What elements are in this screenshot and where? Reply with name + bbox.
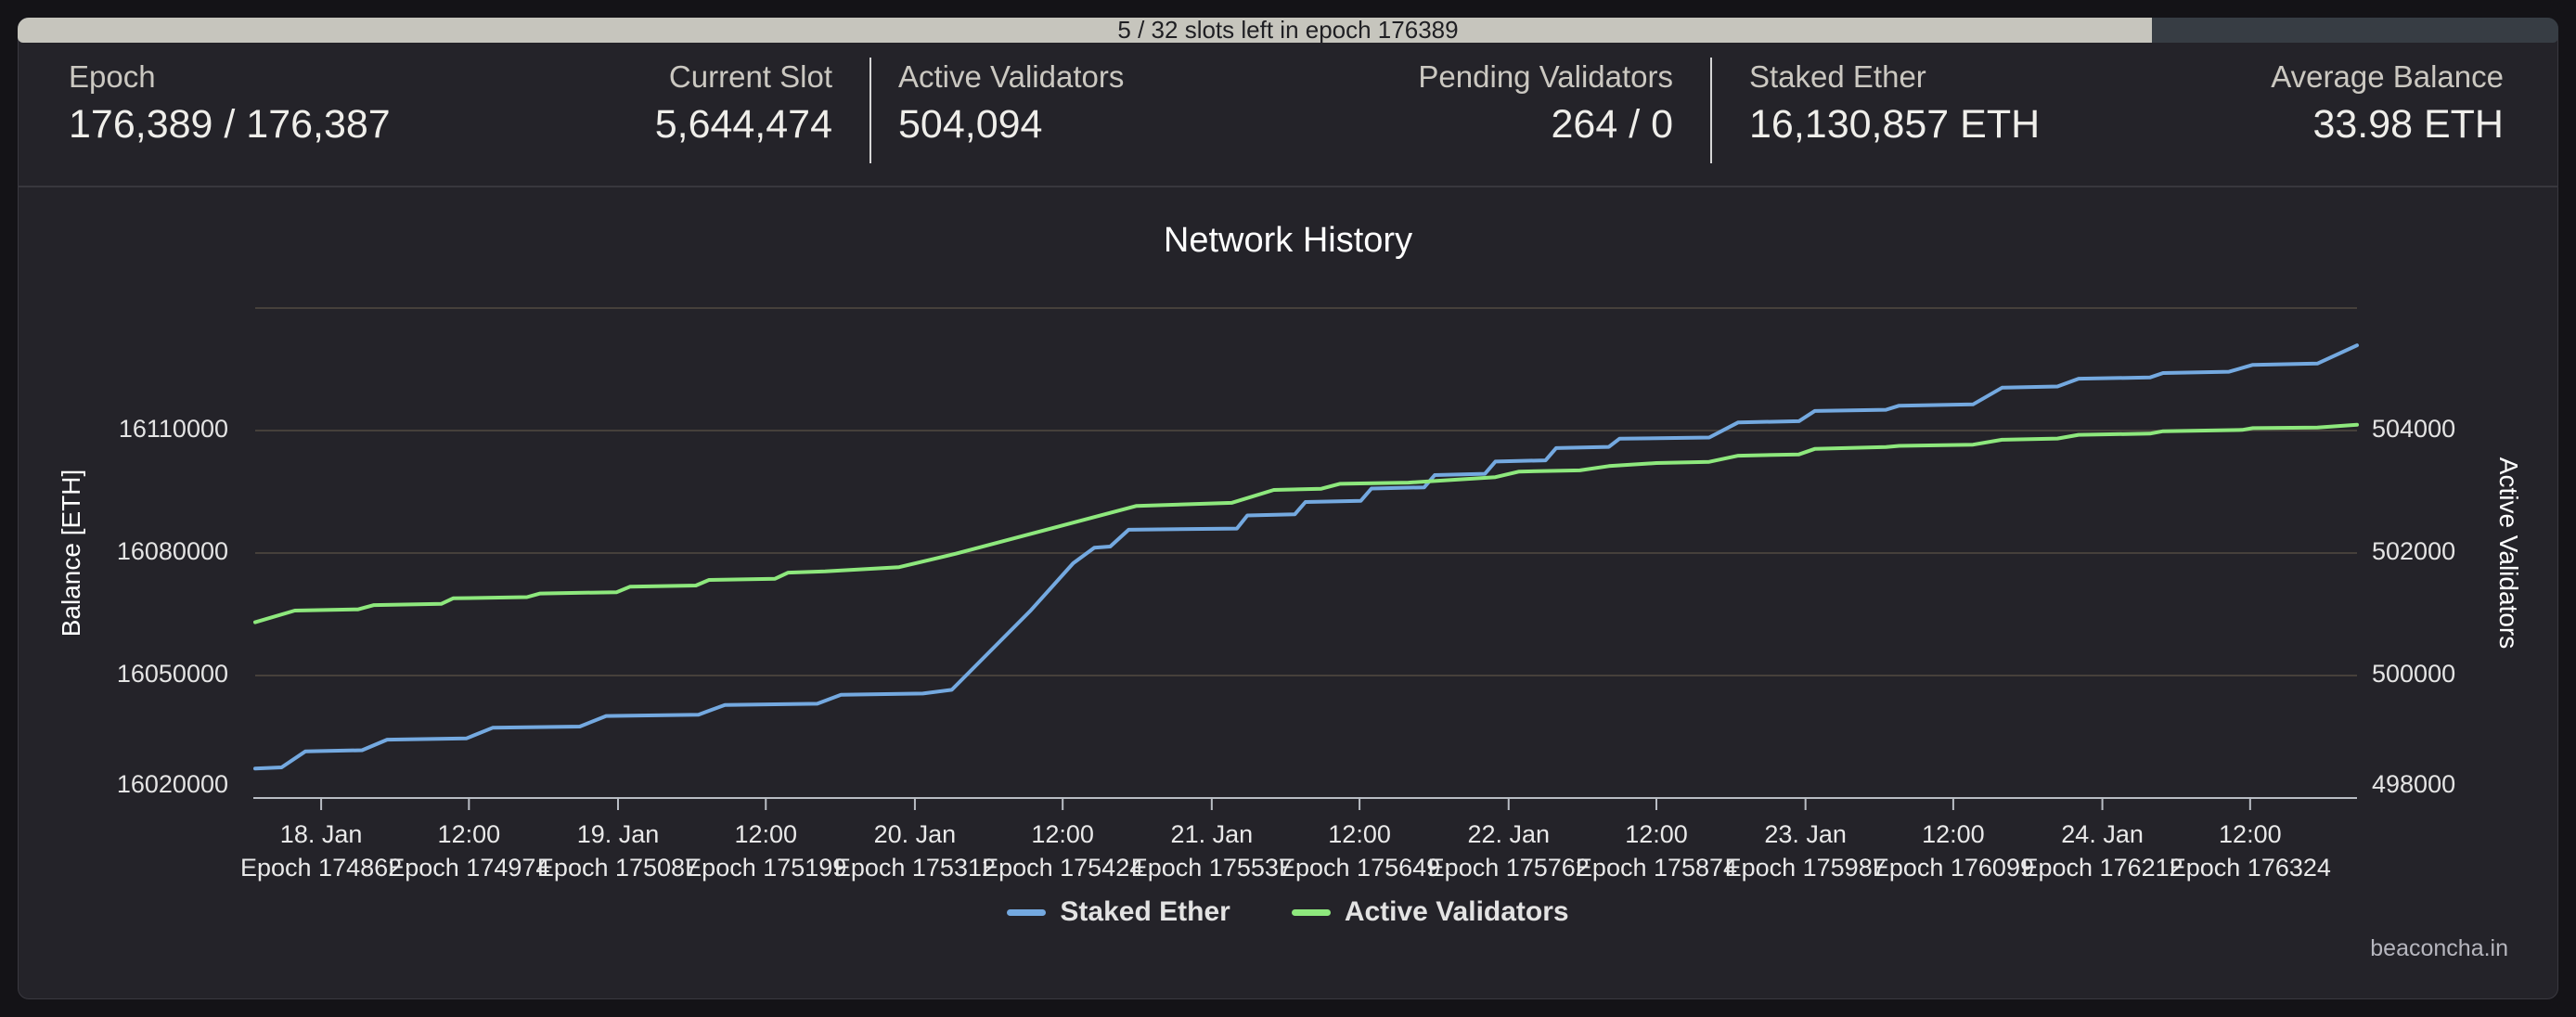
left-axis-title: Balance [ETH]	[57, 470, 85, 637]
x-tick-epoch-label: Epoch 176324	[2170, 854, 2331, 882]
stat-staked-ether: Staked Ether 16,130,857 ETH	[1749, 59, 2041, 147]
stats-bottom-divider	[18, 186, 2558, 187]
left-axis-tick-label: 16080000	[117, 537, 228, 565]
x-tick-epoch-label: Epoch 175762	[1428, 854, 1590, 882]
stat-active-validators-label: Active Validators	[898, 59, 1125, 94]
x-tick-date-label: 12:00	[1328, 820, 1391, 848]
stats-divider	[869, 58, 871, 163]
x-tick-epoch-label: Epoch 176099	[1873, 854, 2034, 882]
x-tick-epoch-label: Epoch 175874	[1576, 854, 1737, 882]
epoch-progress-label: 5 / 32 slots left in epoch 176389	[1117, 18, 1459, 43]
stat-staked-ether-value: 16,130,857 ETH	[1749, 101, 2041, 147]
series-line-active-validators[interactable]	[253, 422, 2359, 624]
x-tick-epoch-label: Epoch 175424	[982, 854, 1143, 882]
stat-current-slot: Current Slot 5,644,474	[654, 59, 832, 147]
x-tick-date-label: 12:00	[1625, 820, 1688, 848]
x-tick-date-label: 21. Jan	[1171, 820, 1254, 848]
stat-staked-ether-label: Staked Ether	[1749, 59, 1926, 94]
x-tick-epoch-label: Epoch 175087	[537, 854, 699, 882]
stats-divider	[1710, 58, 1712, 163]
chart-title: Network History	[1163, 221, 1413, 260]
x-tick-date-label: 12:00	[734, 820, 797, 848]
right-axis-tick-label: 502000	[2372, 537, 2455, 565]
staked-ether-swatch-icon	[1007, 908, 1047, 916]
x-tick-epoch-label: Epoch 175199	[685, 854, 846, 882]
x-tick-date-label: 19. Jan	[577, 820, 660, 848]
x-tick-date-label: 23. Jan	[1764, 820, 1847, 848]
beaconchain-watermark: beaconcha.in	[2370, 935, 2508, 961]
legend-label-staked-ether: Staked Ether	[1060, 896, 1230, 927]
stat-pending-validators-label: Pending Validators	[1418, 59, 1673, 94]
epoch-progress-fill	[18, 18, 2152, 43]
left-axis-tick-label: 16020000	[117, 770, 228, 798]
x-tick-date-label: 18. Jan	[280, 820, 363, 848]
left-axis-tick-label: 16110000	[119, 415, 228, 443]
x-tick-epoch-label: Epoch 175312	[834, 854, 996, 882]
stat-pending-validators-value: 264 / 0	[1551, 101, 1674, 147]
right-axis-tick-label: 500000	[2372, 660, 2455, 688]
x-tick-date-label: 12:00	[2219, 820, 2282, 848]
x-tick-epoch-label: Epoch 175649	[1279, 854, 1440, 882]
stat-average-balance-label: Average Balance	[2271, 59, 2504, 94]
stat-average-balance: Average Balance 33.98 ETH	[2271, 59, 2504, 147]
stat-epoch: Epoch 176,389 / 176,387	[69, 59, 391, 147]
legend-label-active-validators: Active Validators	[1344, 896, 1569, 927]
x-tick-date-label: 12:00	[438, 820, 501, 848]
series-line-staked-ether[interactable]	[253, 343, 2359, 771]
right-axis-tick-label: 498000	[2372, 770, 2455, 798]
legend-item-active-validators[interactable]: Active Validators	[1291, 896, 1569, 928]
x-tick-date-label: 12:00	[1922, 820, 1985, 848]
stat-epoch-value: 176,389 / 176,387	[69, 101, 391, 147]
stat-active-validators-value: 504,094	[898, 101, 1043, 147]
x-tick-epoch-label: Epoch 174862	[240, 854, 402, 882]
x-tick-epoch-label: Epoch 175537	[1131, 854, 1293, 882]
stat-current-slot-value: 5,644,474	[654, 101, 832, 147]
left-axis-tick-label: 16050000	[117, 660, 228, 688]
active-validators-swatch-icon	[1291, 908, 1331, 916]
x-tick-epoch-label: Epoch 174974	[388, 854, 549, 882]
dashboard-card	[18, 18, 2558, 999]
stat-active-validators: Active Validators 504,094	[898, 59, 1125, 147]
x-tick-epoch-label: Epoch 176212	[2022, 854, 2183, 882]
x-tick-date-label: 24. Jan	[2061, 820, 2144, 848]
stat-current-slot-label: Current Slot	[668, 59, 832, 94]
legend-item-staked-ether[interactable]: Staked Ether	[1007, 896, 1230, 928]
stat-pending-validators: Pending Validators 264 / 0	[1418, 59, 1674, 147]
x-tick-epoch-label: Epoch 175987	[1725, 854, 1887, 882]
x-tick-date-label: 12:00	[1031, 820, 1094, 848]
stat-epoch-label: Epoch	[69, 59, 156, 94]
chart-legend: Staked Ether Active Validators	[0, 896, 2576, 928]
right-axis-tick-label: 504000	[2372, 415, 2455, 443]
epoch-progress-bar: 5 / 32 slots left in epoch 176389	[18, 18, 2558, 43]
x-tick-date-label: 20. Jan	[874, 820, 957, 848]
x-tick-date-label: 22. Jan	[1467, 820, 1550, 848]
right-axis-title: Active Validators	[2494, 457, 2523, 649]
stat-average-balance-value: 33.98 ETH	[2312, 101, 2504, 147]
